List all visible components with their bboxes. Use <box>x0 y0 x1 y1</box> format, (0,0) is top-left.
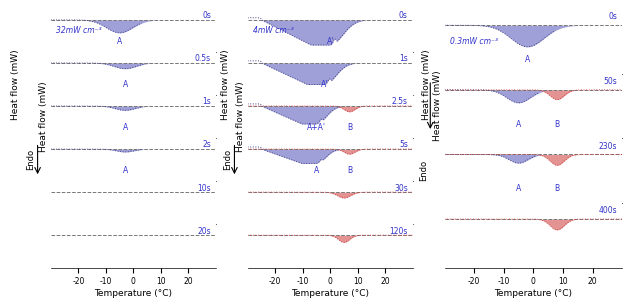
Text: B: B <box>347 166 352 175</box>
Text: A+A': A+A' <box>307 123 326 132</box>
Text: Endo: Endo <box>418 160 427 181</box>
Text: A: A <box>525 55 530 64</box>
Text: A: A <box>123 80 128 89</box>
Text: B: B <box>554 120 559 129</box>
Text: A: A <box>117 37 122 46</box>
Text: Heat flow (mW): Heat flow (mW) <box>11 50 20 120</box>
Text: 2.5s: 2.5s <box>392 97 408 106</box>
Text: 0s: 0s <box>608 12 617 21</box>
Text: A': A' <box>321 80 328 89</box>
Text: 4mW cm⁻³: 4mW cm⁻³ <box>253 26 293 35</box>
Text: A: A <box>516 120 521 129</box>
Text: Heat flow (mW): Heat flow (mW) <box>221 50 230 120</box>
Text: 0s: 0s <box>202 11 211 20</box>
Text: B: B <box>554 184 559 193</box>
Text: Endo: Endo <box>224 149 232 171</box>
Text: 0.3mW cm⁻³: 0.3mW cm⁻³ <box>450 37 498 46</box>
Text: A: A <box>314 166 319 175</box>
Y-axis label: Heat flow (mW): Heat flow (mW) <box>39 81 48 152</box>
Text: Endo: Endo <box>27 149 36 171</box>
Text: A: A <box>123 123 128 132</box>
X-axis label: Temperature (°C): Temperature (°C) <box>95 289 172 298</box>
Text: 0.5s: 0.5s <box>195 54 211 63</box>
Text: 1s: 1s <box>202 97 211 106</box>
Text: 2s: 2s <box>202 140 211 150</box>
Text: 10s: 10s <box>197 184 211 192</box>
Text: 20s: 20s <box>197 226 211 236</box>
Text: 1s: 1s <box>399 54 408 63</box>
X-axis label: Temperature (°C): Temperature (°C) <box>495 289 572 298</box>
Text: 400s: 400s <box>598 206 617 215</box>
Text: 50s: 50s <box>603 77 617 86</box>
Text: 30s: 30s <box>394 184 408 192</box>
Y-axis label: Heat flow (mW): Heat flow (mW) <box>236 81 245 152</box>
Text: 230s: 230s <box>598 142 617 150</box>
Text: B: B <box>347 123 352 132</box>
Text: 0s: 0s <box>399 11 408 20</box>
Text: A: A <box>123 166 128 175</box>
X-axis label: Temperature (°C): Temperature (°C) <box>291 289 369 298</box>
Text: 120s: 120s <box>389 226 408 236</box>
Text: 32mW cm⁻³: 32mW cm⁻³ <box>56 26 102 35</box>
Y-axis label: Heat flow (mW): Heat flow (mW) <box>432 71 442 141</box>
Text: Heat flow (mW): Heat flow (mW) <box>422 50 431 120</box>
Text: 5s: 5s <box>399 140 408 150</box>
Text: A': A' <box>326 37 334 46</box>
Text: A: A <box>516 184 521 193</box>
